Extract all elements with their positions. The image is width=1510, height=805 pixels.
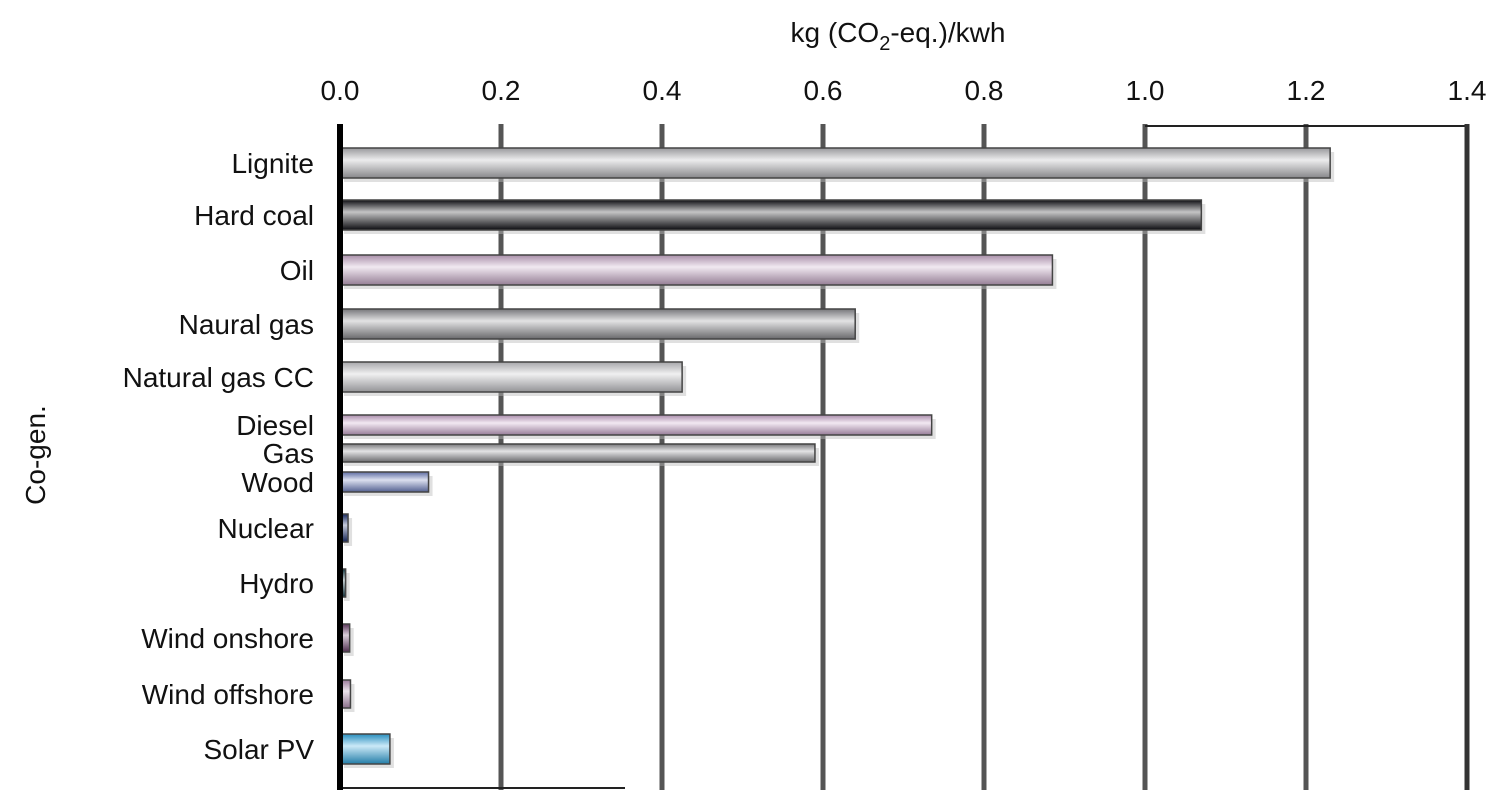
x-tick-label: 0.6 [804, 75, 843, 106]
x-axis-title-sub: 2 [879, 33, 890, 55]
category-label: Wind onshore [141, 623, 314, 654]
x-axis-title: kg (CO2-eq.)/kwh [791, 17, 1006, 55]
x-tick-label: 1.2 [1287, 75, 1326, 106]
category-label: Gas [263, 438, 314, 469]
bars [339, 147, 1335, 768]
x-tick-label: 1.0 [1126, 75, 1165, 106]
bar-oil [339, 254, 1054, 286]
bar-solar-pv [339, 733, 391, 765]
x-axis-title-post: -eq.)/kwh [890, 17, 1005, 48]
bar-diesel [339, 414, 933, 436]
category-label: Hydro [239, 568, 314, 599]
x-tick-label: 0.2 [482, 75, 521, 106]
category-label: Natural gas CC [123, 362, 314, 393]
x-tick-labels: 0.0 0.2 0.4 0.6 0.8 1.0 1.2 1.4 [321, 75, 1487, 106]
category-labels: Lignite Hard coal Oil Naural gas Natural gas… [123, 148, 315, 765]
x-tick-label: 1.4 [1448, 75, 1487, 106]
category-label: Diesel [236, 410, 314, 441]
category-label: Naural gas [179, 309, 314, 340]
y-axis-title: Co-gen. [20, 405, 51, 505]
x-tick-label: 0.0 [321, 75, 360, 106]
bar-lignite [339, 147, 1331, 179]
bar-wood [339, 471, 430, 493]
category-label: Wood [241, 467, 314, 498]
bar-shadow [344, 573, 350, 601]
bar-gas [339, 443, 816, 463]
bar-hard-coal [339, 199, 1203, 231]
grid-lines [498, 124, 1309, 790]
x-tick-label: 0.4 [643, 75, 682, 106]
category-label: Nuclear [218, 513, 314, 544]
category-label: Solar PV [204, 734, 315, 765]
category-label: Hard coal [194, 200, 314, 231]
bar-natural-gas-cc [339, 361, 683, 393]
bar-naural-gas [339, 308, 856, 340]
x-tick-label: 0.8 [965, 75, 1004, 106]
category-label: Oil [280, 255, 314, 286]
category-label: Lignite [231, 148, 314, 179]
x-axis-title-pre: kg (CO [791, 17, 880, 48]
category-label: Wind offshore [142, 679, 314, 710]
plot-frame [337, 124, 1470, 790]
